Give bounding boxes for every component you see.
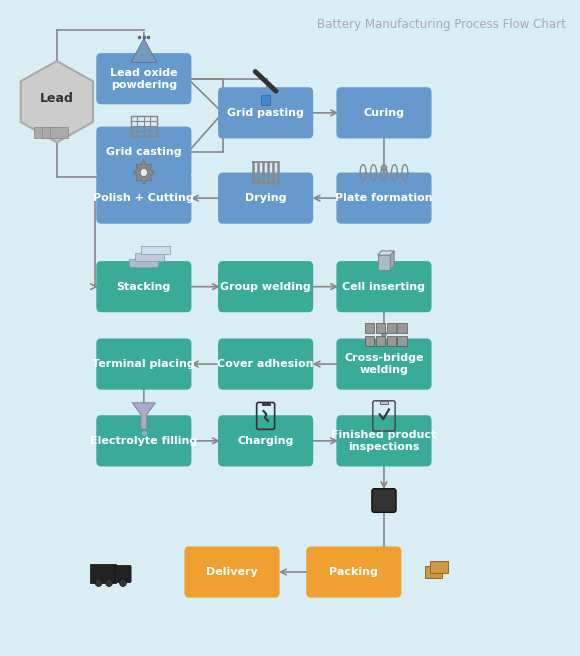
Polygon shape bbox=[378, 251, 394, 255]
FancyBboxPatch shape bbox=[34, 127, 52, 138]
FancyBboxPatch shape bbox=[129, 259, 158, 268]
FancyBboxPatch shape bbox=[96, 127, 191, 178]
FancyBboxPatch shape bbox=[372, 489, 396, 512]
FancyBboxPatch shape bbox=[218, 338, 313, 390]
Text: Stacking: Stacking bbox=[117, 281, 171, 292]
FancyBboxPatch shape bbox=[336, 87, 432, 138]
FancyBboxPatch shape bbox=[386, 323, 396, 333]
FancyBboxPatch shape bbox=[336, 415, 432, 466]
FancyBboxPatch shape bbox=[184, 546, 280, 598]
FancyBboxPatch shape bbox=[261, 95, 270, 105]
FancyBboxPatch shape bbox=[135, 253, 164, 260]
Polygon shape bbox=[131, 39, 157, 62]
FancyBboxPatch shape bbox=[397, 336, 407, 346]
Text: Grid pasting: Grid pasting bbox=[227, 108, 304, 118]
FancyBboxPatch shape bbox=[376, 336, 385, 346]
FancyBboxPatch shape bbox=[386, 336, 396, 346]
FancyBboxPatch shape bbox=[96, 53, 191, 104]
FancyBboxPatch shape bbox=[430, 561, 448, 573]
FancyBboxPatch shape bbox=[306, 546, 401, 598]
Text: Plate formation: Plate formation bbox=[335, 193, 433, 203]
FancyBboxPatch shape bbox=[365, 323, 375, 333]
Polygon shape bbox=[21, 61, 93, 142]
Text: Electrolyte filling: Electrolyte filling bbox=[90, 436, 197, 446]
FancyBboxPatch shape bbox=[397, 323, 407, 333]
Text: Drying: Drying bbox=[245, 193, 287, 203]
Text: Packing: Packing bbox=[329, 567, 378, 577]
Text: Cross-bridge
welding: Cross-bridge welding bbox=[344, 353, 424, 375]
FancyBboxPatch shape bbox=[218, 415, 313, 466]
FancyBboxPatch shape bbox=[218, 173, 313, 224]
FancyBboxPatch shape bbox=[218, 261, 313, 312]
Circle shape bbox=[95, 579, 102, 586]
FancyBboxPatch shape bbox=[115, 565, 131, 583]
Text: Grid casting: Grid casting bbox=[106, 147, 182, 157]
FancyBboxPatch shape bbox=[365, 336, 375, 346]
FancyBboxPatch shape bbox=[96, 415, 191, 466]
FancyBboxPatch shape bbox=[425, 566, 443, 578]
FancyBboxPatch shape bbox=[378, 255, 390, 270]
Text: Terminal placing: Terminal placing bbox=[92, 359, 195, 369]
Text: Cover adhesion: Cover adhesion bbox=[218, 359, 314, 369]
FancyBboxPatch shape bbox=[42, 127, 60, 138]
FancyBboxPatch shape bbox=[50, 127, 68, 138]
Text: Battery Manufacturing Process Flow Chart: Battery Manufacturing Process Flow Chart bbox=[317, 18, 566, 31]
Polygon shape bbox=[133, 161, 154, 184]
Polygon shape bbox=[132, 403, 155, 429]
Text: Charging: Charging bbox=[237, 436, 294, 446]
Text: Group welding: Group welding bbox=[220, 281, 311, 292]
Circle shape bbox=[140, 169, 147, 176]
Text: Polish + Cutting: Polish + Cutting bbox=[93, 193, 194, 203]
Circle shape bbox=[119, 579, 126, 586]
FancyBboxPatch shape bbox=[376, 323, 385, 333]
Text: Cell inserting: Cell inserting bbox=[342, 281, 426, 292]
Polygon shape bbox=[390, 251, 394, 270]
FancyBboxPatch shape bbox=[336, 261, 432, 312]
FancyBboxPatch shape bbox=[218, 87, 313, 138]
Text: Finished product
inspections: Finished product inspections bbox=[331, 430, 437, 452]
Circle shape bbox=[106, 579, 113, 586]
FancyBboxPatch shape bbox=[96, 173, 191, 224]
FancyBboxPatch shape bbox=[96, 261, 191, 312]
Text: Lead: Lead bbox=[40, 92, 74, 105]
FancyBboxPatch shape bbox=[141, 246, 170, 254]
FancyBboxPatch shape bbox=[380, 401, 387, 404]
Text: Curing: Curing bbox=[364, 108, 404, 118]
Text: Lead oxide
powdering: Lead oxide powdering bbox=[110, 68, 177, 90]
Text: Delivery: Delivery bbox=[206, 567, 258, 577]
FancyBboxPatch shape bbox=[96, 338, 191, 390]
FancyBboxPatch shape bbox=[90, 564, 116, 583]
FancyBboxPatch shape bbox=[336, 173, 432, 224]
FancyBboxPatch shape bbox=[336, 338, 432, 390]
